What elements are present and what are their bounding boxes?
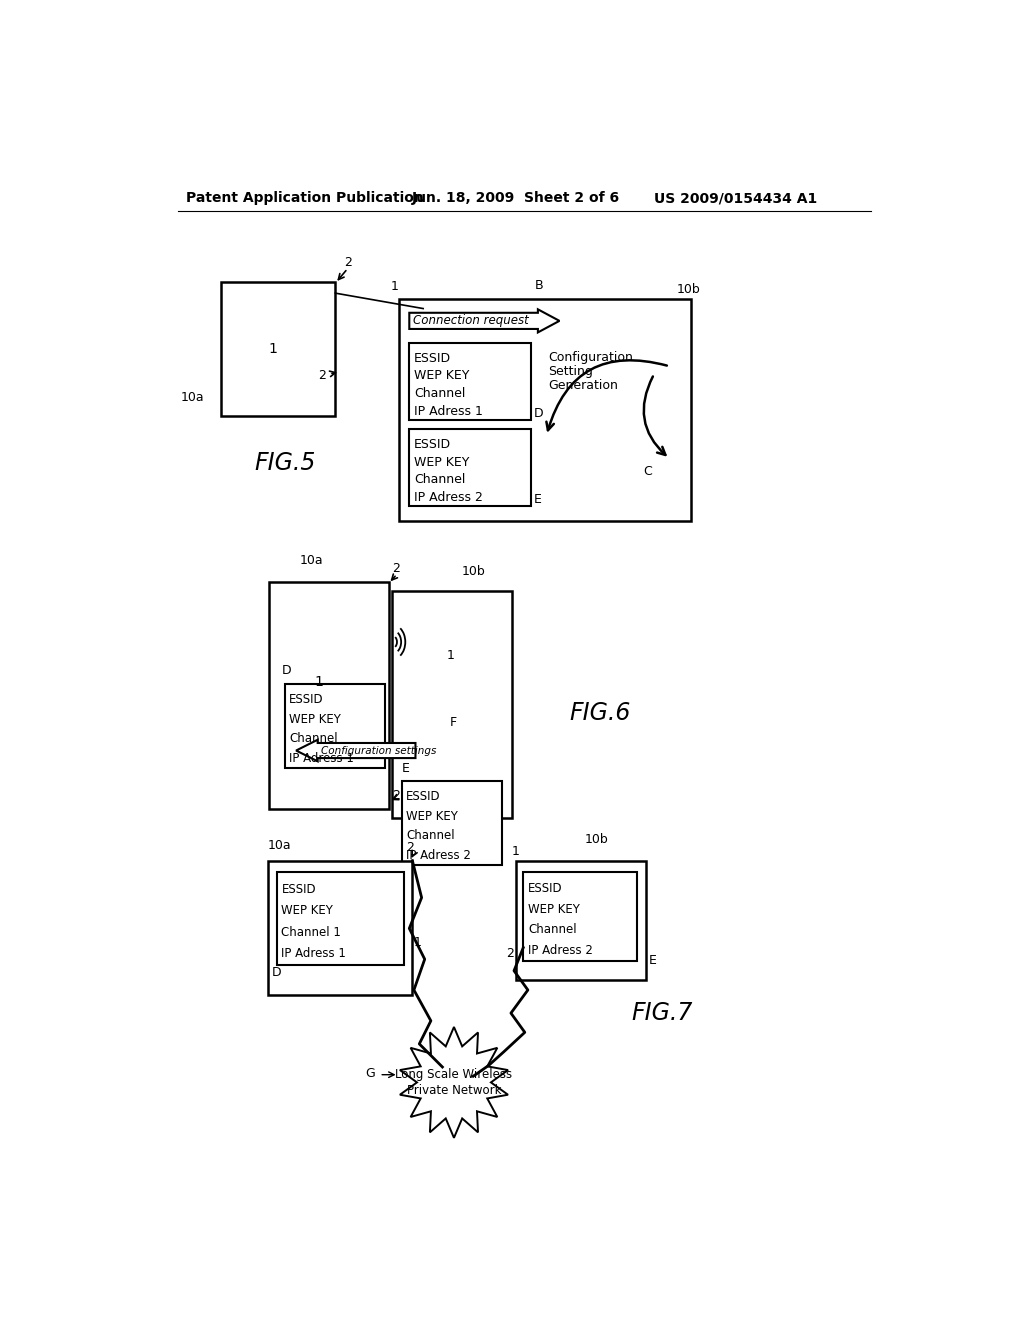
Text: 2: 2 [392, 789, 400, 803]
Text: 10a: 10a [181, 391, 205, 404]
Text: Connection request: Connection request [413, 314, 529, 327]
Text: 10b: 10b [462, 565, 485, 578]
Text: 1: 1 [314, 675, 324, 689]
Bar [410, 343, 531, 420]
Text: D: D [282, 664, 291, 677]
Text: ESSID: ESSID [528, 882, 562, 895]
Text: FIG.6: FIG.6 [569, 701, 631, 725]
Text: Patent Application Publication: Patent Application Publication [186, 191, 424, 206]
Text: B: B [535, 279, 543, 292]
Text: E: E [401, 762, 410, 775]
Bar [269, 582, 388, 809]
Text: IP Adress 1: IP Adress 1 [289, 752, 354, 764]
Bar [523, 873, 637, 961]
Text: IP Adress 2: IP Adress 2 [528, 944, 593, 957]
Text: Channel: Channel [414, 474, 465, 486]
Text: WEP KEY: WEP KEY [414, 455, 469, 469]
Text: WEP KEY: WEP KEY [282, 904, 334, 917]
Text: Long Scale Wireless: Long Scale Wireless [395, 1068, 513, 1081]
Text: FIG.5: FIG.5 [254, 450, 315, 475]
Text: IP Adress 2: IP Adress 2 [407, 849, 471, 862]
Text: FIG.7: FIG.7 [631, 1001, 692, 1026]
Text: IP Adress 1: IP Adress 1 [414, 405, 482, 418]
Bar [392, 591, 512, 818]
Text: C: C [644, 465, 652, 478]
Text: Channel: Channel [289, 733, 338, 746]
Text: 2: 2 [345, 256, 352, 269]
Text: 1: 1 [268, 342, 278, 355]
Text: Channel: Channel [414, 387, 465, 400]
Text: ESSID: ESSID [414, 438, 451, 451]
Text: ESSID: ESSID [414, 351, 451, 364]
Bar [276, 873, 403, 965]
Text: Jun. 18, 2009  Sheet 2 of 6: Jun. 18, 2009 Sheet 2 of 6 [412, 191, 620, 206]
Text: Channel: Channel [407, 829, 455, 842]
Text: Channel 1: Channel 1 [282, 925, 341, 939]
Text: WEP KEY: WEP KEY [414, 370, 469, 383]
Text: E: E [534, 494, 541, 507]
Text: F: F [451, 715, 458, 729]
Text: 1: 1 [512, 845, 519, 858]
Text: 10b: 10b [585, 833, 608, 846]
Bar [267, 861, 413, 995]
Bar [285, 684, 385, 768]
Text: Channel: Channel [528, 924, 577, 936]
Text: US 2009/0154434 A1: US 2009/0154434 A1 [654, 191, 817, 206]
Text: 10a: 10a [267, 838, 291, 851]
Text: Configuration settings: Configuration settings [321, 746, 436, 755]
Text: ESSID: ESSID [407, 791, 441, 803]
Text: IP Adress 2: IP Adress 2 [414, 491, 482, 504]
Text: Configuration: Configuration [548, 351, 633, 364]
Text: D: D [271, 966, 282, 979]
Text: E: E [649, 954, 656, 968]
Text: Private Network: Private Network [407, 1084, 501, 1097]
Text: Generation: Generation [548, 379, 617, 392]
Bar [410, 429, 531, 507]
Text: 1: 1 [414, 936, 422, 949]
Text: 2: 2 [392, 562, 400, 576]
Polygon shape [296, 739, 416, 762]
Text: 2: 2 [318, 370, 326, 381]
Text: D: D [534, 407, 543, 420]
Text: 2: 2 [506, 946, 514, 960]
Text: Setting: Setting [548, 364, 593, 378]
Text: 10b: 10b [677, 282, 700, 296]
Bar [401, 780, 502, 866]
Text: 1: 1 [446, 648, 454, 661]
Text: WEP KEY: WEP KEY [407, 809, 458, 822]
Text: ESSID: ESSID [289, 693, 324, 706]
Bar [221, 281, 336, 416]
Text: 10a: 10a [300, 553, 324, 566]
Text: IP Adress 1: IP Adress 1 [282, 948, 346, 961]
Text: WEP KEY: WEP KEY [528, 903, 580, 916]
Text: G: G [366, 1067, 376, 1080]
Text: 2: 2 [407, 841, 414, 854]
Bar [398, 300, 691, 521]
Polygon shape [400, 1027, 508, 1138]
Text: 1: 1 [391, 280, 398, 293]
Text: WEP KEY: WEP KEY [289, 713, 341, 726]
Bar [515, 861, 646, 979]
Text: ESSID: ESSID [282, 883, 316, 896]
Polygon shape [410, 309, 559, 333]
